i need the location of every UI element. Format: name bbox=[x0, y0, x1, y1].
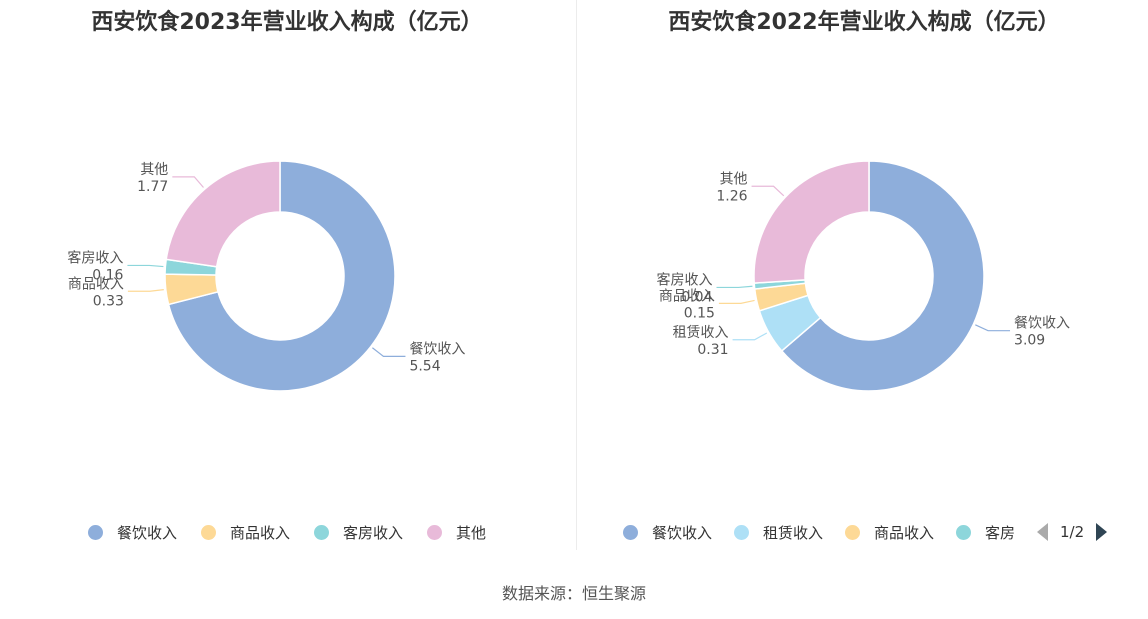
label-line-1 bbox=[127, 289, 164, 292]
label-line-0 bbox=[372, 347, 406, 357]
slice-name-label: 商品收入 bbox=[68, 276, 124, 292]
legend-dot-icon bbox=[956, 524, 972, 540]
slice-name-label: 客房收入 bbox=[67, 249, 123, 266]
slice-value-label: 5.54 bbox=[409, 358, 440, 374]
legend-dot-icon bbox=[845, 524, 861, 540]
slice-value-label: 0.31 bbox=[697, 342, 728, 358]
slice-name-label: 租赁收入 bbox=[673, 325, 729, 341]
label-line-3 bbox=[172, 176, 204, 188]
legend-item[interactable]: 餐饮收入 bbox=[623, 522, 712, 543]
label-line-3 bbox=[716, 285, 753, 289]
slice-name-label: 商品收入 bbox=[659, 288, 715, 304]
label-line-1 bbox=[732, 332, 768, 341]
legend-label: 客房收入 bbox=[343, 523, 404, 542]
legend-item[interactable]: 餐饮收入 bbox=[87, 522, 177, 543]
slice-name-label: 其他 bbox=[720, 171, 748, 187]
slice-name-label: 餐饮收入 bbox=[1014, 316, 1070, 332]
slice-name-label: 餐饮收入 bbox=[409, 341, 465, 357]
legend-dot-icon bbox=[87, 524, 103, 540]
legend-next-icon[interactable] bbox=[1096, 523, 1108, 541]
legend-label: 餐饮收入 bbox=[116, 523, 177, 542]
legend-item[interactable]: 其他 bbox=[427, 522, 486, 543]
legend-dot-icon bbox=[200, 524, 216, 540]
slice-value-label: 0.33 bbox=[93, 293, 124, 309]
slice-value-label: 0.16 bbox=[92, 267, 123, 283]
slice-value-label: 0.15 bbox=[684, 305, 715, 321]
legend-label: 商品收入 bbox=[229, 523, 290, 542]
legend-dot-icon bbox=[623, 524, 638, 540]
legend-items: 餐饮收入 租赁收入 商品收入 客房 bbox=[623, 522, 1027, 543]
chart-title: 西安饮食2023年营业收入构成（亿元） bbox=[91, 10, 483, 35]
legend-dot-icon bbox=[427, 524, 443, 540]
panel-divider bbox=[576, 0, 577, 550]
data-source: 数据来源：恒生聚源 bbox=[501, 584, 646, 603]
legend-prev-icon[interactable] bbox=[1037, 523, 1048, 541]
legend-item[interactable]: 租赁收入 bbox=[734, 522, 823, 543]
label-line-4 bbox=[751, 185, 785, 197]
label-line-0 bbox=[975, 324, 1011, 332]
slice-value-label: 1.77 bbox=[137, 179, 168, 195]
legend-item[interactable]: 商品收入 bbox=[845, 522, 934, 543]
legend-label: 其他 bbox=[456, 523, 487, 542]
pie-slice-0 bbox=[167, 160, 396, 392]
legend-page-indicator: 1/2 bbox=[1060, 523, 1085, 541]
slice-name-label: 客房收入 bbox=[657, 271, 713, 288]
label-line-2 bbox=[718, 299, 755, 304]
legend-label: 租赁收入 bbox=[763, 523, 824, 542]
slice-value-label: 1.26 bbox=[716, 188, 747, 204]
legend-pager: 1/2 bbox=[1037, 523, 1108, 541]
legend-dot-icon bbox=[314, 524, 329, 540]
label-line-2 bbox=[127, 264, 164, 268]
pie-slice-3 bbox=[165, 160, 281, 268]
slice-name-label: 其他 bbox=[140, 162, 168, 178]
legend-item[interactable]: 商品收入 bbox=[200, 522, 290, 543]
slice-value-label: 3.09 bbox=[1014, 333, 1045, 349]
chart-legend: 餐饮收入 商品收入 客房收入 其他 bbox=[0, 520, 574, 544]
pie-slice-4 bbox=[753, 160, 870, 284]
legend-label: 商品收入 bbox=[874, 523, 935, 542]
legend-label: 客房 bbox=[985, 523, 1016, 542]
chart-legend: 餐饮收入 租赁收入 商品收入 客房 1/2 bbox=[577, 520, 1148, 544]
legend-item[interactable]: 客房收入 bbox=[314, 522, 403, 543]
slice-value-label: 0.04 bbox=[681, 289, 712, 305]
chart-panel-2023: 西安饮食2023年营业收入构成（亿元） 餐饮收入 5.54 商品收入 0.33 客房收入… bbox=[0, 0, 574, 550]
legend-item[interactable]: 客房 bbox=[956, 522, 1015, 543]
chart-panel-2022: 西安饮食2022年营业收入构成（亿元） 餐饮收入 3.09 租赁收入 0.31 商品收入… bbox=[577, 0, 1148, 550]
legend-dot-icon bbox=[734, 524, 750, 540]
pie-slice-0 bbox=[780, 160, 985, 392]
legend-label: 餐饮收入 bbox=[652, 523, 713, 542]
chart-title: 西安饮食2022年营业收入构成（亿元） bbox=[668, 10, 1060, 35]
